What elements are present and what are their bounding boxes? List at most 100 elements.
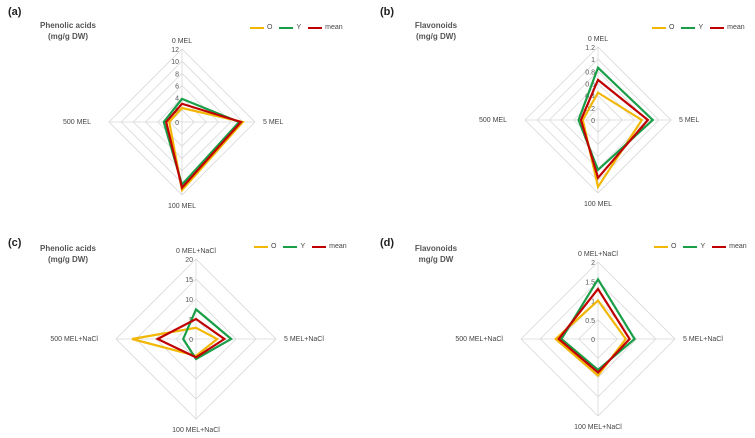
legend-label-y: Y (700, 243, 706, 250)
axis-category-label: 500 MEL+NaCl (50, 336, 98, 343)
chart-title: Phenolic acids (mg/g DW) (28, 243, 108, 265)
legend-item-mean: mean (710, 24, 745, 31)
tick-label: 2 (591, 260, 595, 267)
legend-label-y: Y (296, 24, 302, 31)
tick-label: 0.8 (585, 69, 595, 76)
legend-label-o: O (271, 243, 277, 250)
panel-label: (a) (8, 6, 22, 18)
legend-item-o: O (654, 243, 676, 250)
legend-item-y: Y (283, 243, 305, 250)
legend: O Y mean (652, 24, 749, 31)
legend-label-y: Y (300, 243, 306, 250)
tick-label: 15 (185, 277, 193, 284)
series-line-o (581, 91, 644, 190)
legend-label-mean: mean (727, 24, 745, 31)
legend-swatch-y (681, 26, 696, 29)
chart-title: Flavonoids (mg/g DW) (396, 20, 476, 42)
legend-label-mean: mean (325, 24, 343, 31)
legend-swatch-y (279, 26, 294, 29)
tick-label: 1.5 (585, 279, 595, 286)
tick-label: 10 (171, 59, 179, 66)
legend-label-o: O (669, 24, 675, 31)
tick-label: 0 (591, 337, 595, 344)
chart-title-line1: Flavonoids (414, 244, 458, 253)
tick-label: 0 (175, 120, 179, 127)
legend-item-mean: mean (712, 243, 747, 250)
tick-label: 4 (175, 96, 179, 103)
axis-category-label: 500 MEL (63, 119, 91, 126)
legend-item-y: Y (681, 24, 703, 31)
series-line-mean (557, 287, 631, 375)
legend-label-mean: mean (729, 243, 747, 250)
legend-item-y: Y (683, 243, 705, 250)
chart-title-line1: Flavonoids (414, 21, 458, 30)
legend-swatch-o (254, 245, 268, 248)
axis-category-label: 5 MEL+NaCl (683, 336, 723, 343)
tick-label: 8 (175, 71, 179, 78)
legend: O Y mean (250, 24, 347, 31)
tick-label: 0 (591, 118, 595, 125)
tick-label: 1 (591, 299, 595, 306)
axis-category-label: 0 MEL (588, 36, 608, 43)
legend-swatch-mean (308, 26, 323, 29)
axis-category-label: 500 MEL+NaCl (455, 336, 503, 343)
axis-category-label: 0 MEL+NaCl (176, 248, 216, 255)
panel-label: (d) (380, 237, 395, 249)
tick-label: 0.6 (585, 82, 595, 89)
series-line-mean (164, 102, 243, 190)
tick-label: 20 (185, 257, 193, 264)
radar-panel-a: (a) Phenolic acids (mg/g DW) O Y mean 0 2… (0, 0, 377, 219)
axis-category-label: 100 MEL (584, 201, 612, 208)
axis-category-label: 500 MEL (479, 117, 507, 124)
series-line-mean (155, 317, 227, 359)
axis-category-label: 0 MEL (172, 38, 192, 45)
legend: O Y mean (254, 243, 351, 250)
legend-swatch-y (683, 245, 698, 248)
axis-category-label: 5 MEL (679, 117, 699, 124)
legend-item-mean: mean (308, 24, 343, 31)
chart-title-line1: Phenolic acids (39, 244, 97, 253)
chart-title-line1: Phenolic acids (39, 21, 97, 30)
axis-category-label: 100 MEL+NaCl (574, 424, 622, 431)
radar-chart: 0 2 4 6 8 10 12 0 MEL 5 MEL 100 MEL 500 MEL (63, 38, 283, 210)
tick-label: 0.2 (585, 106, 595, 113)
legend-swatch-mean (312, 245, 327, 248)
legend-item-o: O (652, 24, 674, 31)
legend-item-mean: mean (312, 243, 347, 250)
chart-title: Flavonoids mg/g DW (396, 243, 476, 265)
tick-label: 1.2 (585, 45, 595, 52)
tick-label: 10 (185, 297, 193, 304)
axis-category-label: 5 MEL (263, 119, 283, 126)
tick-label: 0.5 (585, 318, 595, 325)
series-line-y (577, 65, 655, 172)
axis-category-label: 100 MEL+NaCl (172, 427, 220, 434)
legend-swatch-o (250, 26, 264, 29)
chart-title-line2: mg/g DW (418, 255, 454, 264)
legend-label-o: O (267, 24, 273, 31)
legend-label-o: O (671, 243, 677, 250)
tick-label: 2 (175, 108, 179, 115)
axis-category-label: 0 MEL+NaCl (578, 251, 618, 258)
legend-item-o: O (254, 243, 276, 250)
chart-title-line2: (mg/g DW) (48, 255, 88, 264)
radar-panel-b: (b) Flavonoids (mg/g DW) O Y mean 0 0.2 0.… (378, 0, 755, 219)
tick-label: 1 (591, 57, 595, 64)
series-line-o (131, 326, 220, 358)
series-line-mean (579, 78, 650, 181)
tick-label: 0 (189, 337, 193, 344)
panel-label: (b) (380, 6, 395, 18)
legend-label-y: Y (698, 24, 704, 31)
chart-title-line2: (mg/g DW) (416, 32, 456, 41)
chart-title: Phenolic acids (mg/g DW) (28, 20, 108, 42)
legend-swatch-mean (710, 26, 725, 29)
legend-swatch-y (283, 245, 298, 248)
tick-label: 6 (175, 84, 179, 91)
panel-label: (c) (8, 237, 22, 249)
legend-label-mean: mean (329, 243, 347, 250)
series-line-y (181, 307, 234, 361)
radar-panel-d: (d) Flavonoids mg/g DW O Y mean 0 0.5 1 1.5… (378, 219, 755, 438)
axis-category-label: 100 MEL (168, 203, 196, 210)
legend-swatch-o (652, 26, 666, 29)
